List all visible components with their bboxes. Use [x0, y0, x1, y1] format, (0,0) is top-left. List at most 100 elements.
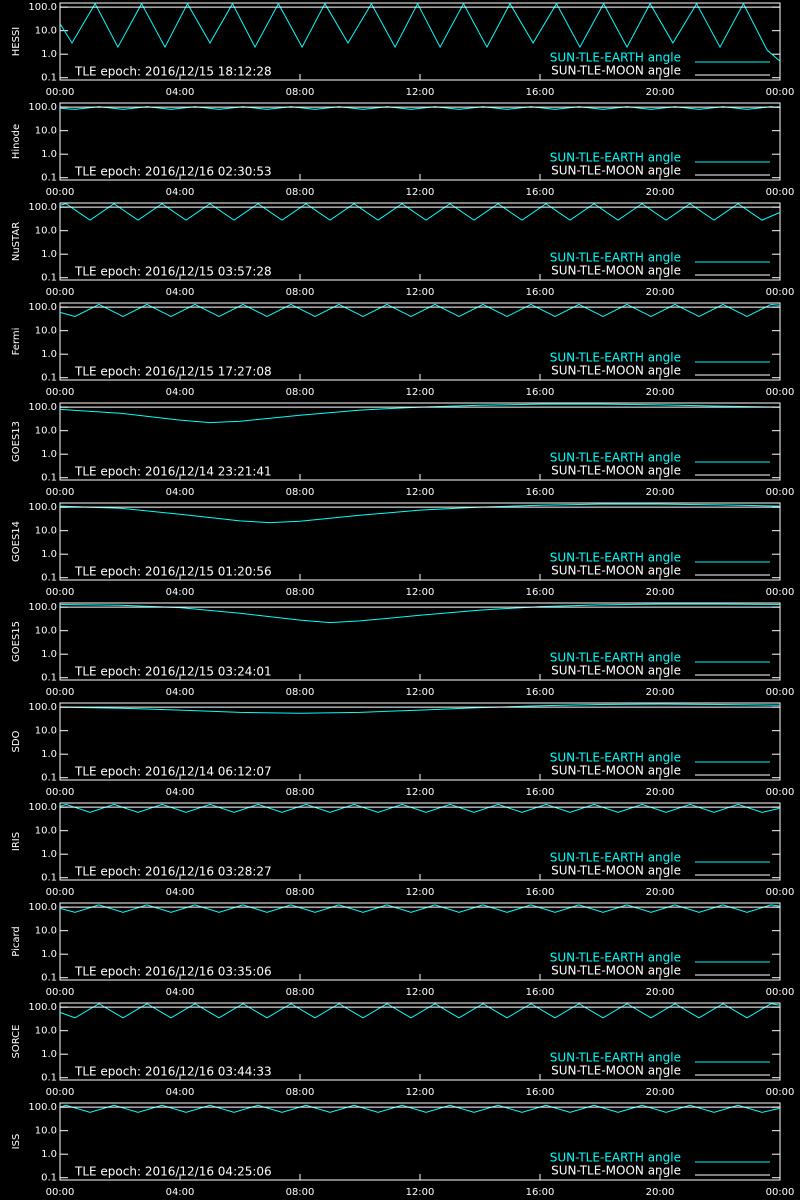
- panel: Hinode 0.1 1.0 10.0 100.0 00:00 04:00 08:00 12:0…: [11, 102, 794, 198]
- x-tick-label: 16:00: [526, 187, 555, 198]
- x-tick-label: 12:00: [406, 687, 435, 698]
- annotation: TLE epoch: 2016/12/16 02:30:53: [74, 165, 272, 179]
- y-tick-label: 100.0: [28, 902, 57, 913]
- x-tick-label: 16:00: [526, 87, 555, 98]
- x-tick-label: 16:00: [526, 1187, 555, 1198]
- x-tick-label: 04:00: [166, 787, 195, 798]
- y-axis-label: NuSTAR: [11, 222, 22, 261]
- annotation: TLE epoch: 2016/12/16 03:44:33: [74, 1065, 272, 1079]
- y-tick-label: 100.0: [28, 1002, 57, 1013]
- y-tick-label: 1.0: [41, 249, 57, 260]
- panel: SDO 0.1 1.0 10.0 100.0 00:00 04:00 08:00 12:00 16…: [11, 702, 794, 798]
- y-tick-label: 100.0: [28, 402, 57, 413]
- y-tick-label: 10.0: [35, 826, 57, 837]
- x-tick-label: 16:00: [526, 387, 555, 398]
- y-axis-label: Hinode: [11, 124, 22, 159]
- y-tick-label: 1.0: [41, 549, 57, 560]
- annotation: TLE epoch: 2016/12/16 04:25:06: [74, 1165, 272, 1179]
- x-tick-label: 04:00: [166, 487, 195, 498]
- annotation: TLE epoch: 2016/12/14 06:12:07: [74, 765, 272, 779]
- series-line: [59, 1003, 781, 1019]
- x-tick-label: 00:00: [766, 287, 795, 298]
- y-axis-label: HESSI: [11, 27, 22, 56]
- panel: ISS 0.1 1.0 10.0 100.0 00:00 04:00 08:00 12:00 16…: [11, 1102, 794, 1198]
- x-tick-label: 00:00: [46, 587, 75, 598]
- x-tick-label: 08:00: [286, 187, 315, 198]
- x-tick-label: 04:00: [166, 987, 195, 998]
- annotation: TLE epoch: 2016/12/14 23:21:41: [74, 465, 272, 479]
- y-tick-label: 10.0: [35, 426, 57, 437]
- series-line: [59, 603, 781, 624]
- x-tick-label: 16:00: [526, 287, 555, 298]
- y-tick-label: 0.1: [41, 373, 57, 384]
- x-tick-label: 16:00: [526, 787, 555, 798]
- x-tick-label: 08:00: [286, 687, 315, 698]
- y-tick-label: 0.1: [41, 773, 57, 784]
- x-tick-label: 20:00: [646, 987, 675, 998]
- y-axis-label: Fermi: [11, 328, 22, 356]
- x-tick-label: 00:00: [766, 587, 795, 598]
- y-axis-label: Picard: [11, 926, 22, 957]
- x-tick-label: 04:00: [166, 87, 195, 98]
- x-tick-label: 12:00: [406, 287, 435, 298]
- legend-label: SUN-TLE-MOON angle: [551, 1164, 681, 1178]
- y-tick-label: 0.1: [41, 873, 57, 884]
- y-axis-label: SORCE: [11, 1025, 22, 1059]
- y-tick-label: 100.0: [28, 102, 57, 113]
- panel: HESSI 0.1 1.0 10.0 100.0 00:00 04:00 08:00 12:00…: [11, 2, 794, 98]
- x-tick-label: 00:00: [766, 187, 795, 198]
- x-tick-label: 08:00: [286, 887, 315, 898]
- x-tick-label: 00:00: [46, 287, 75, 298]
- y-tick-label: 100.0: [28, 802, 57, 813]
- x-tick-label: 08:00: [286, 787, 315, 798]
- y-tick-label: 100.0: [28, 602, 57, 613]
- x-tick-label: 12:00: [406, 487, 435, 498]
- y-tick-label: 10.0: [35, 1126, 57, 1137]
- y-tick-label: 1.0: [41, 749, 57, 760]
- y-tick-label: 0.1: [41, 173, 57, 184]
- x-tick-label: 20:00: [646, 587, 675, 598]
- x-tick-label: 08:00: [286, 487, 315, 498]
- x-tick-label: 00:00: [766, 687, 795, 698]
- legend-label: SUN-TLE-EARTH angle: [550, 1151, 681, 1165]
- x-tick-label: 12:00: [406, 1187, 435, 1198]
- y-tick-label: 0.1: [41, 473, 57, 484]
- x-tick-label: 08:00: [286, 387, 315, 398]
- x-tick-label: 08:00: [286, 987, 315, 998]
- x-tick-label: 12:00: [406, 787, 435, 798]
- x-tick-label: 12:00: [406, 1087, 435, 1098]
- series-line: [59, 803, 781, 813]
- legend-label: SUN-TLE-MOON angle: [551, 164, 681, 178]
- x-tick-label: 20:00: [646, 87, 675, 98]
- x-tick-label: 08:00: [286, 1087, 315, 1098]
- series-line: [59, 203, 781, 221]
- y-tick-label: 100.0: [28, 202, 57, 213]
- y-tick-label: 100.0: [28, 502, 57, 513]
- panel: NuSTAR 0.1 1.0 10.0 100.0 00:00 04:00 08:00 12:0…: [11, 202, 794, 298]
- y-tick-label: 0.1: [41, 1173, 57, 1184]
- annotation: TLE epoch: 2016/12/15 03:57:28: [74, 265, 272, 279]
- y-tick-label: 1.0: [41, 849, 57, 860]
- x-tick-label: 20:00: [646, 287, 675, 298]
- y-axis-label: SDO: [11, 730, 22, 752]
- series-line: [59, 503, 781, 524]
- y-tick-label: 1.0: [41, 1149, 57, 1160]
- x-tick-label: 04:00: [166, 187, 195, 198]
- y-tick-label: 1.0: [41, 1049, 57, 1060]
- x-tick-label: 04:00: [166, 587, 195, 598]
- x-tick-label: 00:00: [766, 487, 795, 498]
- x-tick-label: 00:00: [766, 87, 795, 98]
- x-tick-label: 20:00: [646, 887, 675, 898]
- x-tick-label: 16:00: [526, 887, 555, 898]
- panel: GOES15 0.1 1.0 10.0 100.0 00:00 04:00 08:00 12:0…: [11, 602, 794, 698]
- x-tick-label: 16:00: [526, 487, 555, 498]
- y-tick-label: 10.0: [35, 126, 57, 137]
- x-tick-label: 20:00: [646, 687, 675, 698]
- series-line: [59, 904, 781, 913]
- y-axis-label: IRIS: [11, 832, 22, 851]
- legend-label: SUN-TLE-EARTH angle: [550, 651, 681, 665]
- legend-label: SUN-TLE-MOON angle: [551, 1064, 681, 1078]
- x-tick-label: 00:00: [46, 687, 75, 698]
